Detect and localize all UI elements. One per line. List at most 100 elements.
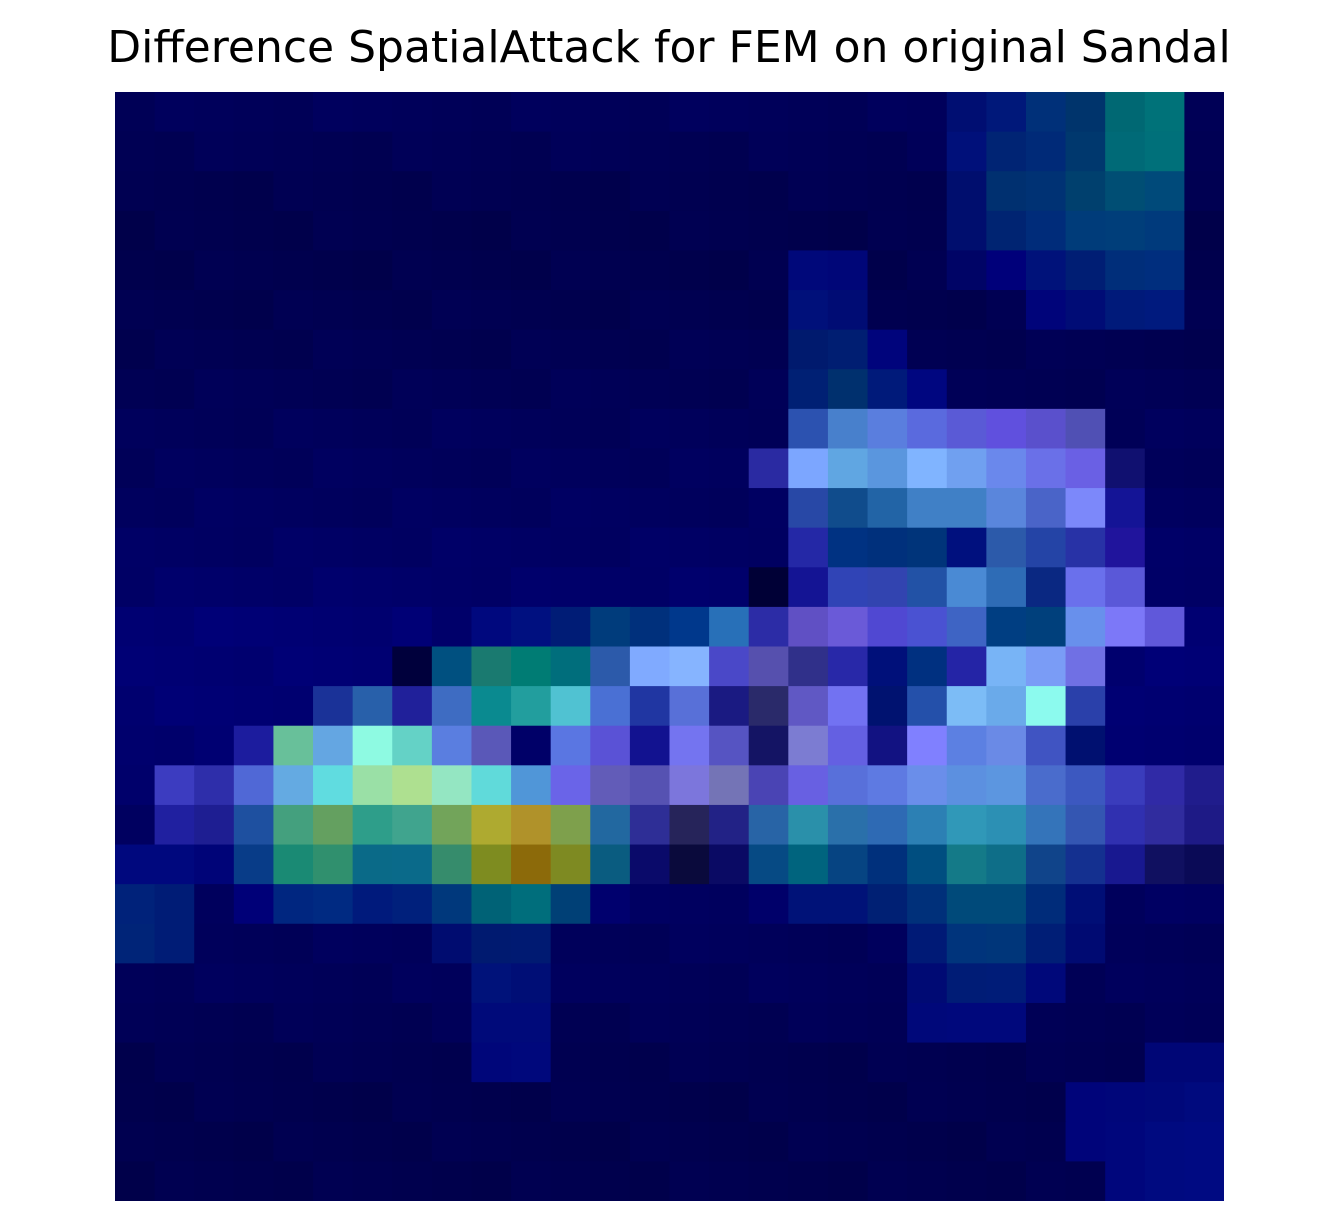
heatmap-cell [550,488,591,529]
heatmap-cell [669,923,710,964]
heatmap-cell [946,290,987,331]
heatmap-cell [471,646,512,687]
heatmap-cell [471,804,512,846]
heatmap-cell [1184,725,1224,766]
heatmap-cell [115,290,156,331]
heatmap-cell [233,290,275,331]
heatmap-cell [471,92,512,133]
heatmap-cell [669,1082,710,1123]
heatmap-cell [550,408,591,450]
heatmap-cell [115,725,156,766]
heatmap-cell [115,250,156,291]
heatmap-cell [590,408,631,450]
heatmap-cell [471,1002,512,1044]
heatmap-cell [986,408,1027,450]
heatmap-cell [194,606,235,648]
heatmap-cell [709,527,750,568]
heatmap-cell [1065,923,1106,964]
heatmap-cell [273,567,314,608]
heatmap-cell [550,448,591,489]
heatmap-cell [392,646,433,687]
heatmap-cell [946,1042,987,1083]
heatmap-cell [1144,92,1185,133]
heatmap-cell [392,804,433,846]
heatmap-cell [313,290,354,331]
heatmap-cell [669,646,710,687]
heatmap-cell [867,329,908,370]
heatmap-cell [827,1042,869,1083]
heatmap-cell [194,92,235,133]
heatmap-cell [907,923,948,964]
heatmap-cell [748,488,789,529]
heatmap-cell [1025,92,1067,133]
heatmap-cell [431,408,473,450]
heatmap-cell [550,804,591,846]
heatmap-cell [709,1161,750,1201]
heatmap-cell [313,250,354,291]
heatmap-cell [748,448,789,489]
heatmap-cell [986,290,1027,331]
heatmap-cell [669,606,710,648]
heatmap-cell [511,369,552,410]
heatmap-cell [273,1002,314,1044]
heatmap-cell [827,210,869,252]
heatmap-cell [471,963,512,1004]
heatmap-cell [431,804,473,846]
heatmap-cell [511,1121,552,1162]
heatmap-cell [352,92,393,133]
heatmap-cell [629,290,671,331]
heatmap-cell [1184,1082,1224,1123]
heatmap-cell [273,131,314,172]
heatmap-cells [115,92,1224,1201]
heatmap-cell [709,329,750,370]
heatmap-cell [313,488,354,529]
heatmap-cell [590,923,631,964]
heatmap-cell [392,923,433,964]
heatmap-cell [154,448,195,489]
heatmap-cell [431,448,473,489]
heatmap-cell [431,606,473,648]
heatmap-cell [827,804,869,846]
heatmap-cell [233,686,275,727]
heatmap-cell [154,131,195,172]
heatmap-cell [313,646,354,687]
heatmap-cell [194,290,235,331]
heatmap-cell [352,210,393,252]
heatmap-cell [709,408,750,450]
heatmap-cell [1025,210,1067,252]
heatmap-cell [1025,844,1067,885]
heatmap-cell [431,1042,473,1083]
heatmap-cell [590,1121,631,1162]
heatmap-cell [1025,567,1067,608]
heatmap-cell [590,448,631,489]
heatmap-cell [392,250,433,291]
heatmap-cell [986,250,1027,291]
heatmap-cell [788,1042,829,1083]
heatmap-cell [392,725,433,766]
heatmap-cell [629,1161,671,1201]
heatmap-cell [1025,448,1067,489]
heatmap-cell [788,92,829,133]
heatmap-cell [194,923,235,964]
heatmap-cell [907,1121,948,1162]
heatmap-cell [629,606,671,648]
heatmap-cell [827,844,869,885]
heatmap-cell [154,290,195,331]
heatmap-cell [669,171,710,212]
heatmap-cell [1184,884,1224,925]
heatmap-cell [1105,963,1146,1004]
heatmap-cell [550,686,591,727]
heatmap-cell [629,923,671,964]
heatmap-cell [1065,725,1106,766]
heatmap-cell [194,408,235,450]
heatmap-cell [827,131,869,172]
heatmap-cell [788,567,829,608]
heatmap-cell [352,884,393,925]
heatmap-cell [115,448,156,489]
heatmap-cell [629,488,671,529]
heatmap-cell [1105,1042,1146,1083]
heatmap-cell [1144,408,1185,450]
heatmap-cell [1144,1042,1185,1083]
heatmap-cell [154,765,195,806]
heatmap-cell [1184,369,1224,410]
